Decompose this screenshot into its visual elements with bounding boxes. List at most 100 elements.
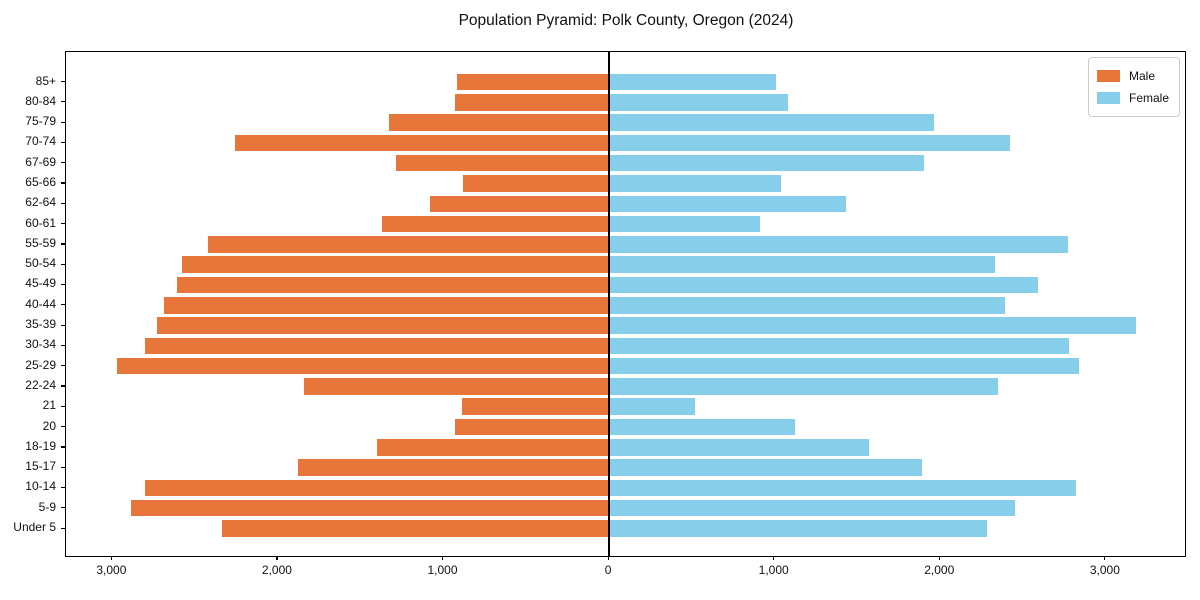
y-tick (61, 162, 65, 164)
age-group-label: 5-9 (38, 499, 56, 514)
y-tick (61, 446, 65, 448)
age-group-label: 20 (42, 418, 56, 433)
male-bar (388, 114, 610, 131)
female-bar (609, 94, 788, 111)
female-bar (609, 520, 987, 537)
age-group-label: 21 (42, 398, 56, 413)
y-tick (61, 527, 65, 529)
x-tick-label: 2,000 (261, 563, 292, 577)
y-tick (61, 344, 65, 347)
x-tick-label: 0 (604, 563, 612, 577)
age-group-label: 67-69 (25, 154, 56, 169)
male-bar (455, 94, 610, 111)
chart-title: Population Pyramid: Polk County, Oregon … (458, 12, 794, 29)
x-tick (607, 556, 609, 560)
y-tick (61, 466, 65, 468)
plot-area: Male Female (65, 51, 1186, 557)
female-bar (609, 154, 924, 172)
y-tick (61, 405, 65, 407)
male-bar (221, 520, 610, 537)
male-bar (297, 459, 610, 476)
female-bar (609, 297, 1005, 314)
y-tick (61, 283, 65, 286)
female-legend-label: Female (1128, 91, 1169, 105)
male-bar (455, 418, 610, 436)
male-bar (163, 297, 610, 314)
age-group-label: 50-54 (25, 256, 56, 271)
female-bar (609, 276, 1038, 294)
male-bar (456, 73, 610, 91)
y-tick (61, 304, 65, 306)
female-bar (609, 499, 1015, 517)
female-bar (609, 378, 999, 395)
age-group-label: 22-24 (25, 377, 56, 392)
male-bar (463, 175, 610, 192)
y-tick (61, 223, 65, 225)
legend-item-female: Female (1096, 87, 1169, 109)
female-bar (609, 357, 1080, 375)
female-bar (609, 114, 934, 131)
female-bar (609, 317, 1136, 334)
male-bar (461, 398, 610, 415)
y-tick (61, 507, 65, 509)
male-bar (304, 378, 610, 395)
female-bar (609, 73, 777, 91)
x-tick (938, 556, 940, 560)
female-bar (609, 439, 870, 456)
x-tick (441, 556, 444, 560)
age-group-label: 70-74 (25, 134, 56, 149)
y-tick (61, 202, 65, 204)
age-group-label: 60-61 (25, 215, 56, 230)
y-tick (61, 182, 65, 184)
male-bar (430, 195, 610, 213)
age-group-label: 62-64 (25, 195, 56, 210)
female-bar (609, 236, 1068, 253)
female-bar (609, 256, 995, 273)
female-bar (609, 398, 696, 415)
male-bar (117, 357, 610, 375)
female-bar (609, 134, 1010, 152)
female-bar (609, 195, 846, 213)
x-tick-label: 3,000 (96, 563, 127, 577)
age-group-label: 85+ (35, 73, 56, 88)
male-bar (208, 236, 610, 253)
age-group-label: 45-49 (25, 276, 56, 291)
age-group-label: 30-34 (25, 337, 56, 352)
male-bar (382, 215, 610, 233)
legend-item-male: Male (1096, 65, 1169, 87)
male-bar (130, 499, 610, 517)
y-tick (61, 243, 65, 245)
age-group-label: 15-17 (25, 459, 56, 474)
y-tick (61, 365, 65, 367)
female-legend-swatch (1096, 92, 1120, 104)
y-tick (61, 426, 65, 428)
x-tick-label: 2,000 (924, 563, 955, 577)
female-bar (609, 418, 795, 436)
male-legend-label: Male (1128, 69, 1155, 83)
age-group-label: Under 5 (13, 520, 56, 534)
y-tick (61, 263, 65, 265)
y-tick (61, 121, 65, 123)
x-tick (1104, 556, 1106, 560)
center-axis-line (608, 52, 610, 556)
male-bar (145, 479, 610, 497)
female-bar (609, 337, 1070, 355)
age-group-label: 65-66 (25, 174, 56, 189)
x-tick-label: 1,000 (427, 563, 458, 577)
age-group-label: 10-14 (25, 479, 56, 494)
y-tick (61, 486, 65, 489)
y-tick (61, 385, 65, 387)
x-tick (276, 556, 278, 560)
female-bar (609, 215, 760, 233)
male-bar (176, 276, 610, 294)
male-bar (157, 317, 610, 334)
x-tick-label: 1,000 (758, 563, 789, 577)
age-group-label: 25-29 (25, 357, 56, 372)
male-legend-swatch (1096, 70, 1120, 82)
age-group-label: 80-84 (25, 93, 56, 108)
male-bar (395, 154, 610, 172)
female-bar (609, 479, 1077, 497)
male-bar (181, 256, 610, 273)
y-tick (61, 141, 65, 144)
